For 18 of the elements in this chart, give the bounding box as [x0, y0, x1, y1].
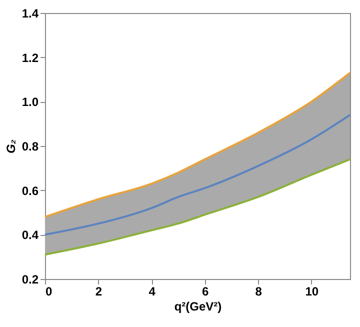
y-tick-label: 0.6	[22, 184, 39, 198]
line-series	[44, 114, 351, 236]
line-series	[44, 72, 351, 218]
x-tick-label: 10	[305, 284, 319, 298]
x-tick-label: 0	[46, 284, 52, 298]
x-tick-label: 2	[95, 284, 102, 298]
y-axis-title: G₂	[4, 139, 18, 154]
x-axis-title: q²(GeV²)	[174, 300, 222, 314]
y-tick-label: 1.2	[22, 50, 39, 65]
x-tick-label: 6	[202, 284, 209, 298]
y-tick-label: 1.0	[22, 95, 39, 110]
x-tick-label: 8	[255, 284, 262, 298]
y-tick-label: 1.4	[22, 6, 39, 20]
line-series	[44, 158, 351, 256]
x-tick-label: 4	[148, 284, 156, 298]
y-tick-label: 0.2	[22, 272, 39, 286]
y-tick-label: 0.4	[22, 228, 39, 242]
y-tick-label: 0.8	[22, 140, 39, 154]
